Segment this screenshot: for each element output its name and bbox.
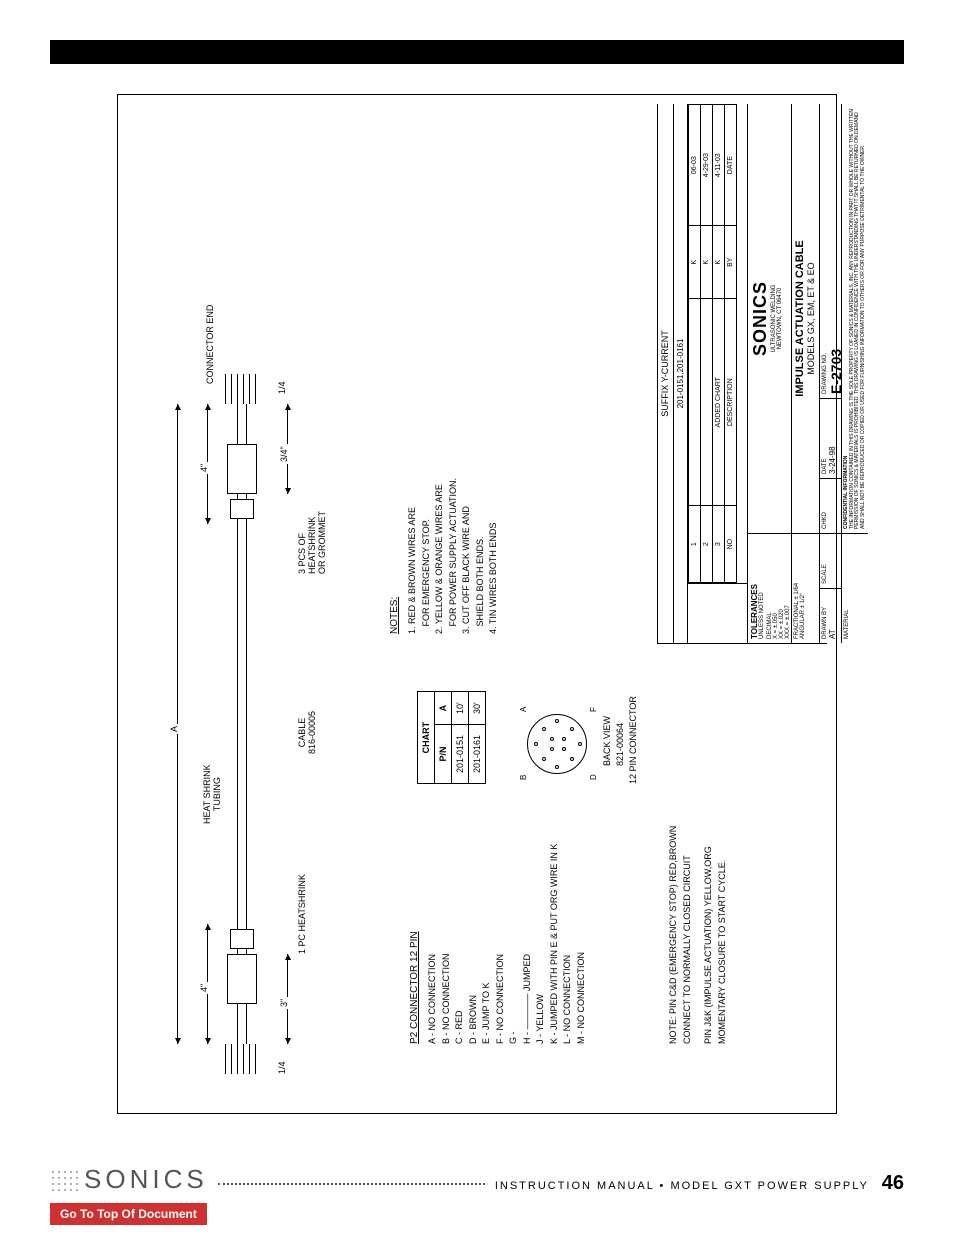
dotted-rule — [218, 1183, 485, 1185]
drawing-subtitle: MODELS GX, EM, ET & EO — [806, 108, 816, 529]
title-block: SUFFIX Y-CURRENT 201-0151,201-0161 1 K 0… — [657, 104, 827, 644]
three-pcs-label: 3 PCS OF HEATSHRINK OR GROMMET — [297, 511, 327, 574]
tolerances-sub: UNLESS NOTED — [759, 538, 765, 639]
bottom-notes: NOTE: PIN C&D (EMERGENCY STOP) RED,BROWN… — [667, 826, 729, 1044]
header-black-bar — [50, 40, 904, 64]
dim-right-text: 4" — [199, 462, 209, 474]
dim-34-text: 3/4" — [279, 444, 289, 464]
pin-d: D - BROWN — [467, 844, 481, 1044]
chart-table: CHART P/N A 201-0151 10' 201-0161 30' — [417, 691, 486, 784]
notes: NOTES: 1. RED & BROWN WIRES ARE FOR EMER… — [387, 374, 501, 634]
chart-h-a: A — [435, 692, 452, 725]
shrink-left-inner — [230, 929, 254, 949]
dim-1-4-left: 1/4 — [277, 1061, 287, 1074]
chart-title: CHART — [418, 692, 435, 784]
sonics-dots-icon — [50, 1169, 78, 1193]
pin-list-header: P2 CONNECTOR 12 PIN — [407, 844, 422, 1044]
pin-k: K - JUMPED WITH PIN E & PUT ORG WIRE IN … — [548, 844, 562, 1044]
bottom-note-1: NOTE: PIN C&D (EMERGENCY STOP) RED,BROWN… — [667, 826, 694, 1044]
cable-pn-label: CABLE 816-00005 — [297, 711, 317, 754]
drawing-content: A 4" 4" HEAT SHRINK TUBING CONNECTOR END — [127, 104, 827, 1104]
conn-pin-b: B — [519, 775, 528, 780]
conn-pin-d: D — [589, 774, 598, 780]
suffix-parts: 201-0151,201-0161 — [674, 104, 687, 643]
connector-desc: 12 PIN CONNECTOR — [628, 696, 638, 784]
back-view-label: BACK VIEW — [602, 716, 612, 766]
drawing-frame: A 4" 4" HEAT SHRINK TUBING CONNECTOR END — [117, 94, 837, 1114]
note-3: 3. CUT OFF BLACK WIRE AND SHIELD BOTH EN… — [460, 374, 487, 634]
confidential-text: THE INFORMATION CONTAINED IN THIS DRAWIN… — [850, 108, 867, 529]
pin-j: J - YELLOW — [534, 844, 548, 1044]
bottom-note-2: PIN J&K (IMPULSE ACTUATION) YELLOW,ORG M… — [702, 826, 729, 1044]
brand-logo: SONICS — [750, 108, 771, 529]
page-footer: SONICS INSTRUCTION MANUAL • MODEL GXT PO… — [50, 1164, 904, 1195]
chart-row-1: 201-0161 30' — [469, 692, 486, 784]
chart-row-0: 201-0151 10' — [452, 692, 469, 784]
pin-a: A - NO CONNECTION — [426, 844, 440, 1044]
date: 3-24-98 — [828, 403, 837, 474]
revision-table: 1 K 06-03 2 K 4-29-03 3 — [688, 104, 737, 583]
shrink-left-outer — [227, 954, 257, 1004]
dim-left-text: 4" — [199, 982, 209, 994]
notes-header: NOTES: — [387, 374, 402, 634]
suffix-line: SUFFIX Y-CURRENT — [658, 104, 673, 643]
connector-diagram — [527, 714, 587, 774]
note-2: 2. YELLOW & ORANGE WIRES ARE FOR POWER S… — [433, 374, 460, 634]
shrink-right-outer — [227, 444, 257, 494]
wires-right — [225, 374, 259, 404]
conn-pin-f: F — [589, 707, 598, 712]
footer-logo: SONICS — [50, 1164, 208, 1195]
pin-l: L - NO CONNECTION — [561, 844, 575, 1044]
pin-c: C - RED — [453, 844, 467, 1044]
footer-text: INSTRUCTION MANUAL • MODEL GXT POWER SUP… — [495, 1172, 904, 1195]
drawing-title: IMPULSE ACTUATION CABLE — [794, 108, 806, 529]
wires-left — [225, 1044, 259, 1074]
pin-h: H - ———— JUMPED — [521, 844, 535, 1044]
brand-sub: ULTRASONIC WELDING NEWTOWN, CT 06470 — [771, 108, 783, 529]
pin-list: P2 CONNECTOR 12 PIN A - NO CONNECTION B … — [407, 844, 588, 1044]
tolerances-label: TOLERANCES — [750, 538, 759, 639]
page-number: 46 — [882, 1172, 904, 1194]
note-4: 4. TIN WIRES BOTH ENDS — [487, 374, 501, 634]
cable-diagram: A 4" 4" HEAT SHRINK TUBING CONNECTOR END — [157, 404, 357, 1044]
go-to-top-link[interactable]: Go To Top Of Document — [50, 1203, 207, 1225]
dim-3in-text: 3" — [279, 997, 289, 1009]
pin-m: M - NO CONNECTION — [575, 844, 589, 1044]
connector-pn: 821-00064 — [615, 723, 625, 766]
pin-g: G - — [507, 844, 521, 1044]
shrink-right-inner — [230, 499, 254, 519]
connector-end-label: CONNECTOR END — [205, 305, 215, 384]
one-pc-heatshrink-label: 1 PC HEATSHRINK — [297, 874, 307, 954]
drawn-by: AT — [828, 593, 837, 639]
dim-1-4-right: 1/4 — [277, 381, 287, 394]
pin-f: F - NO CONNECTION — [494, 844, 508, 1044]
pin-b: B - NO CONNECTION — [440, 844, 454, 1044]
pin-e: E - JUMP TO K — [480, 844, 494, 1044]
conn-pin-a: A — [519, 707, 528, 712]
dim-a-text: A — [169, 724, 179, 734]
note-1: 1. RED & BROWN WIRES ARE FOR EMERGENCY S… — [406, 374, 433, 634]
chart-h-pn: P/N — [435, 724, 452, 783]
heatshrink-tubing-label: HEAT SHRINK TUBING — [202, 764, 222, 824]
